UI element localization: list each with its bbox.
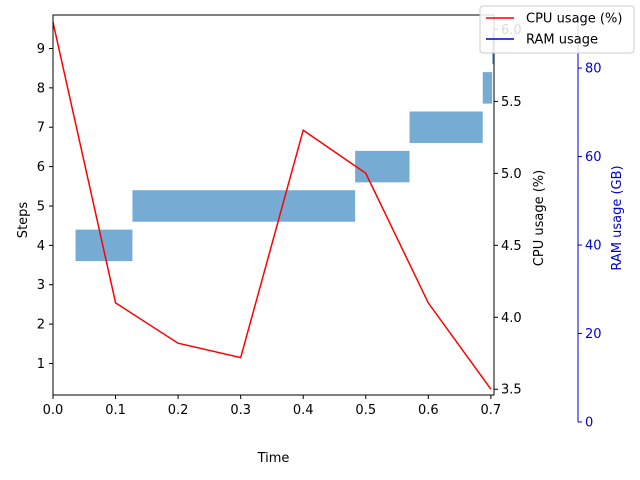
steps-tick-label: 8	[37, 81, 45, 96]
steps-axis: 1 2 3 4 5 6 7 8 9	[37, 42, 53, 372]
steps-tick-label: 1	[37, 357, 45, 372]
cpu-axis: 3.54.04.55.05.56.0	[494, 23, 522, 398]
ram-tick-label: 0	[585, 416, 593, 431]
x-axis-title: Time	[257, 451, 290, 466]
x-tick-label: 0.4	[293, 403, 314, 418]
x-tick-label: 0.7	[481, 403, 502, 418]
ram-tick-label: 40	[585, 239, 602, 254]
steps-tick-label: 3	[37, 278, 45, 293]
legend-label-ram: RAM usage	[526, 33, 598, 48]
ram-axis-title: RAM usage (GB)	[610, 165, 625, 270]
step-bar-6	[355, 150, 410, 183]
legend: CPU usage (%) RAM usage	[479, 5, 635, 54]
cpu-tick-label: 4.0	[501, 311, 522, 326]
steps-tick-label: 2	[37, 318, 45, 333]
x-tick-label: 0.2	[168, 403, 189, 418]
cpu-axis-title: CPU usage (%)	[532, 170, 547, 266]
cpu-tick-label: 4.5	[501, 239, 522, 254]
steps-axis-title: Steps	[16, 202, 31, 239]
x-tick-label: 0.0	[43, 403, 64, 418]
ram-tick-label: 20	[585, 327, 602, 342]
plot-frame	[52, 14, 495, 396]
step-bar-8	[482, 72, 493, 104]
legend-label-cpu: CPU usage (%)	[526, 12, 622, 27]
x-tick-label: 0.1	[105, 403, 126, 418]
ram-axis: 0 20 40 60 80	[577, 15, 602, 431]
ram-tick-label: 80	[585, 62, 602, 77]
x-tick-label: 0.5	[355, 403, 376, 418]
step-bars	[75, 32, 494, 262]
steps-tick-label: 4	[37, 239, 45, 254]
step-bar-7	[409, 111, 483, 143]
steps-tick-label: 5	[37, 199, 45, 214]
x-tick-label: 0.6	[418, 403, 439, 418]
cpu-usage-line	[52, 22, 492, 390]
steps-tick-label: 9	[37, 42, 45, 57]
steps-tick-label: 7	[37, 121, 45, 136]
cpu-tick-label: 3.5	[501, 383, 522, 398]
steps-tick-label: 6	[37, 160, 45, 175]
x-axis: 0.0 0.1 0.2 0.3 0.4 0.5 0.6 0.7	[43, 395, 502, 418]
cpu-tick-label: 5.5	[501, 95, 522, 110]
cpu-tick-label: 5.0	[501, 167, 522, 182]
legend-box	[479, 5, 635, 54]
step-bar-5	[132, 190, 356, 222]
x-tick-label: 0.3	[230, 403, 251, 418]
step-bar-4	[75, 229, 133, 262]
cpu-series	[52, 22, 492, 390]
ram-tick-label: 60	[585, 150, 602, 165]
